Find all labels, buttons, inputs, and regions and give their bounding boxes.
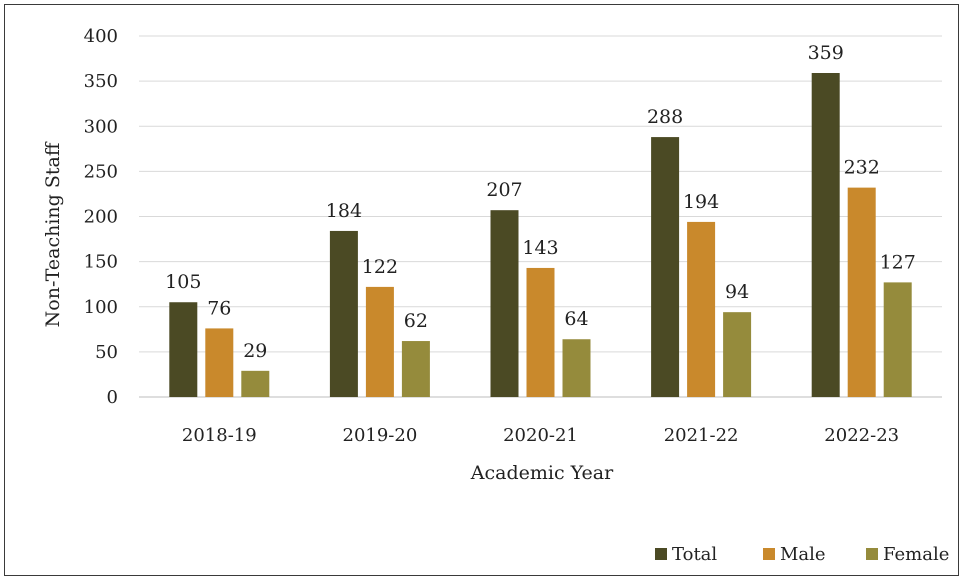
y-axis-title: Non-Teaching Staff — [42, 141, 64, 327]
bar-chart: 0 50 100 150 200 250 300 350 400 105 76 29 184 122 62… — [42, 26, 949, 565]
data-label: 29 — [243, 340, 267, 362]
bar-male-2021-22 — [687, 221, 716, 397]
data-label: 359 — [808, 42, 844, 64]
data-label: 288 — [647, 106, 683, 128]
bar-total-2018-19 — [169, 302, 198, 397]
bar-male-2020-21 — [526, 267, 555, 397]
gridlines — [139, 35, 942, 398]
data-label: 232 — [844, 157, 880, 179]
y-tick-label: 400 — [84, 26, 118, 47]
data-labels: 105 76 29 184 122 62 207 143 64 288 194 94 359 232 127 — [165, 42, 916, 362]
y-tick-label: 0 — [107, 387, 118, 408]
y-tick-label: 50 — [95, 342, 118, 363]
data-label: 207 — [486, 179, 522, 201]
data-label: 76 — [207, 297, 231, 319]
x-tick-label: 2022-23 — [824, 425, 899, 446]
data-label: 64 — [564, 308, 588, 330]
bar-female-2018-19 — [241, 370, 270, 397]
y-tick-label: 150 — [84, 252, 118, 273]
chart-frame: 0 50 100 150 200 250 300 350 400 105 76 29 184 122 62… — [4, 4, 959, 576]
legend-label-female: Female — [883, 544, 949, 565]
x-tick-label: 2019-20 — [343, 425, 418, 446]
data-label: 94 — [725, 281, 749, 303]
bar-total-2020-21 — [490, 210, 519, 397]
bar-male-2019-20 — [365, 286, 394, 397]
bar-female-2021-22 — [723, 312, 752, 397]
data-label: 127 — [880, 251, 916, 273]
legend-swatch-female — [866, 548, 878, 560]
y-tick-labels: 0 50 100 150 200 250 300 350 400 — [84, 26, 118, 408]
data-label: 62 — [404, 310, 428, 332]
legend-label-total: Total — [672, 544, 717, 565]
x-tick-label: 2021-22 — [664, 425, 739, 446]
data-label: 105 — [165, 271, 201, 293]
x-tick-label: 2020-21 — [503, 425, 578, 446]
legend-swatch-total — [655, 548, 667, 560]
y-tick-label: 250 — [84, 161, 118, 182]
bar-female-2020-21 — [562, 339, 591, 397]
data-label: 143 — [522, 237, 558, 259]
y-tick-label: 200 — [84, 207, 118, 228]
x-tick-labels: 2018-19 2019-20 2020-21 2021-22 2022-23 — [182, 425, 899, 446]
x-tick-label: 2018-19 — [182, 425, 257, 446]
y-tick-label: 300 — [84, 116, 118, 137]
legend-label-male: Male — [780, 544, 826, 565]
data-label: 194 — [683, 191, 719, 213]
bar-female-2019-20 — [401, 341, 430, 397]
y-tick-label: 350 — [84, 71, 118, 92]
bar-female-2022-23 — [883, 282, 912, 397]
legend-swatch-male — [763, 548, 775, 560]
data-label: 122 — [362, 256, 398, 278]
bar-total-2021-22 — [651, 137, 680, 397]
bar-total-2022-23 — [811, 73, 840, 397]
bar-male-2018-19 — [205, 328, 234, 397]
bar-total-2019-20 — [329, 230, 358, 397]
bar-male-2022-23 — [847, 187, 876, 397]
x-axis-title: Academic Year — [470, 462, 614, 484]
data-label: 184 — [326, 200, 362, 222]
legend: Total Male Female — [655, 544, 949, 565]
bars — [169, 73, 912, 397]
y-tick-label: 100 — [84, 297, 118, 318]
